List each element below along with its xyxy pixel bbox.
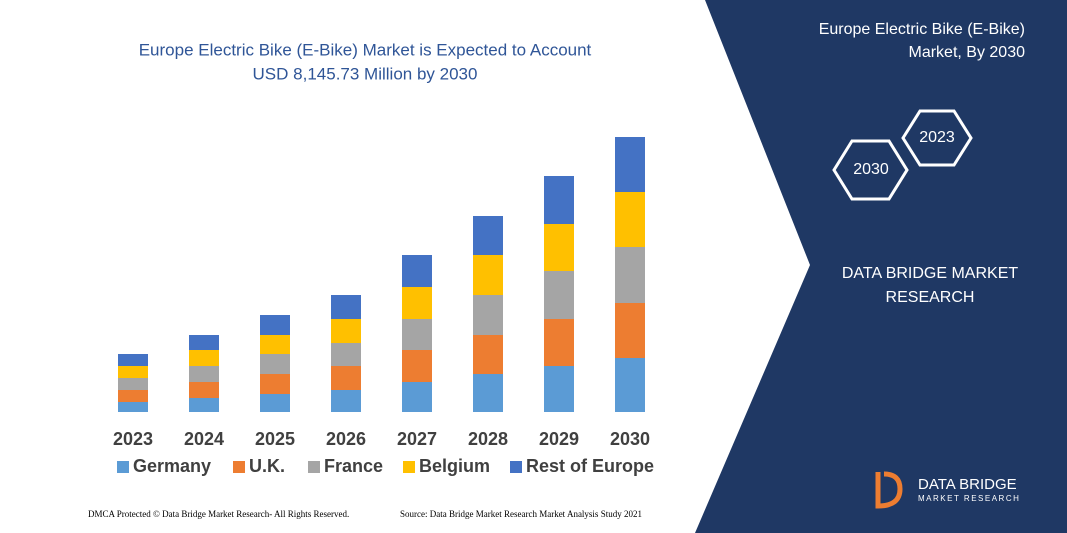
x-tick-label: 2025: [255, 429, 295, 449]
bar-segment: [544, 319, 574, 366]
bar-segment: [118, 366, 148, 378]
footer-text: DMCA Protected © Data Bridge Market Rese…: [88, 509, 349, 519]
legend-swatch: [233, 461, 245, 473]
legend-swatch: [117, 461, 129, 473]
bar-segment: [544, 366, 574, 412]
bar-segment: [615, 303, 645, 358]
side-panel: [695, 0, 1067, 533]
bar-segment: [189, 350, 219, 366]
legend-label: Belgium: [419, 456, 490, 476]
x-tick-label: 2027: [397, 429, 437, 449]
hexagon: [901, 109, 973, 167]
hexagon-label: 2023: [919, 129, 955, 146]
logo-name: DATA BRIDGE: [918, 476, 1017, 493]
logo-tagline: MARKET RESEARCH: [918, 494, 1020, 503]
legend-label: Rest of Europe: [526, 456, 654, 476]
brand-text: RESEARCH: [886, 289, 975, 306]
legend-label: U.K.: [249, 456, 285, 476]
hexagon: [832, 139, 909, 201]
bar-segment: [544, 224, 574, 271]
x-tick-label: 2030: [610, 429, 650, 449]
bar-segment: [544, 176, 574, 224]
chart-title: USD 8,145.73 Million by 2030: [253, 64, 478, 83]
bar-segment: [473, 255, 503, 295]
legend-swatch: [308, 461, 320, 473]
bar-segment: [615, 358, 645, 412]
bar-segment: [544, 271, 574, 319]
bar-segment: [331, 390, 361, 412]
bar-segment: [189, 398, 219, 412]
bar-segment: [473, 216, 503, 255]
bar-segment: [331, 319, 361, 343]
bar-segment: [402, 350, 432, 382]
bar-segment: [473, 295, 503, 335]
bar-segment: [189, 366, 219, 382]
bar-segment: [473, 374, 503, 412]
bar-segment: [402, 382, 432, 412]
legend-swatch: [403, 461, 415, 473]
bar-segment: [118, 378, 148, 390]
bar-segment: [260, 354, 290, 374]
x-tick-label: 2024: [184, 429, 224, 449]
bar-segment: [260, 374, 290, 394]
bar-segment: [118, 390, 148, 402]
bar-segment: [331, 366, 361, 390]
bar-segment: [473, 335, 503, 374]
bar-segment: [402, 287, 432, 319]
bar-segment: [189, 335, 219, 350]
legend-label: France: [324, 456, 383, 476]
bar-segment: [402, 255, 432, 287]
footer-text: Source: Data Bridge Market Research Mark…: [400, 509, 642, 519]
brand-text: DATA BRIDGE MARKET: [842, 265, 1019, 282]
bar-segment: [331, 295, 361, 319]
legend-label: Germany: [133, 456, 211, 476]
logo-icon: [875, 471, 903, 509]
bar-segment: [189, 382, 219, 398]
bar-segment: [260, 394, 290, 412]
panel-title: Europe Electric Bike (E-Bike): [819, 21, 1025, 38]
panel-title: Market, By 2030: [909, 44, 1026, 61]
bar-segment: [118, 354, 148, 366]
x-tick-label: 2028: [468, 429, 508, 449]
x-tick-label: 2026: [326, 429, 366, 449]
bar-segment: [615, 137, 645, 192]
bar-segment: [260, 335, 290, 354]
hexagon-label: 2030: [853, 161, 889, 178]
legend-swatch: [510, 461, 522, 473]
bar-segment: [260, 315, 290, 335]
bar-segment: [615, 247, 645, 303]
bar-segment: [615, 192, 645, 247]
chart-title: Europe Electric Bike (E-Bike) Market is …: [139, 40, 592, 59]
bar-segment: [331, 343, 361, 366]
bar-segment: [118, 402, 148, 412]
x-tick-label: 2023: [113, 429, 153, 449]
x-tick-label: 2029: [539, 429, 579, 449]
chart: 2023 2024 2025 2026 2027 2028 2029 2030 Germany U…: [113, 137, 654, 476]
bar-segment: [402, 319, 432, 350]
